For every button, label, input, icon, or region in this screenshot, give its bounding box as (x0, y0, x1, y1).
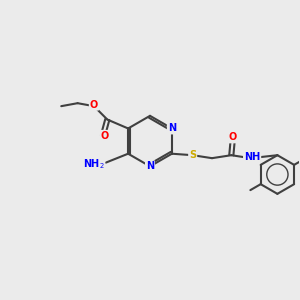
Text: NH: NH (244, 152, 260, 162)
Text: O: O (229, 132, 237, 142)
Text: N: N (168, 124, 176, 134)
Text: NH$_2$: NH$_2$ (82, 157, 104, 171)
Text: N: N (146, 161, 154, 171)
Text: O: O (90, 100, 98, 110)
Text: O: O (100, 131, 109, 141)
Text: S: S (189, 150, 196, 160)
